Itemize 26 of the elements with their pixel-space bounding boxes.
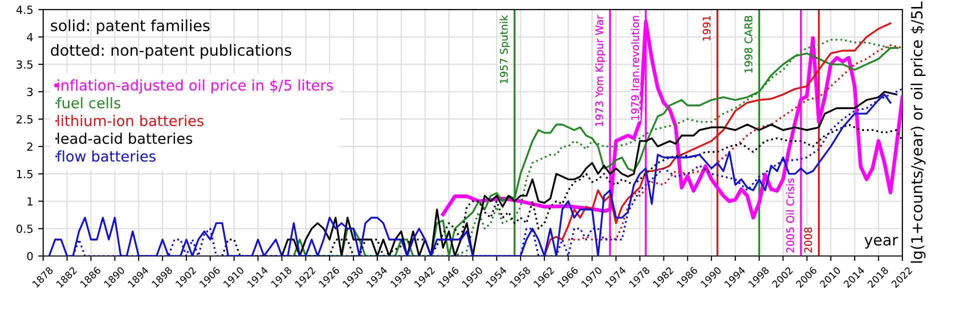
ref-line-label: 2008: [804, 227, 812, 252]
legend-label: inflation-adjusted oil price in $/5 liters: [58, 79, 333, 94]
ref-line-label: 2005 Oil Crisis: [786, 178, 794, 252]
y-tick-label: 0: [27, 252, 33, 260]
legend-label: lithium-ion batteries: [58, 114, 204, 126]
ref-line-label: 1957 Sputnik: [500, 15, 510, 84]
ref-line-label: 1979 Iran.revolution: [630, 16, 640, 120]
y-tick-label: 4: [26, 33, 33, 42]
x-axis-title: year: [864, 236, 898, 249]
ref-line-label: 1998 CARB: [744, 16, 752, 73]
y-tick-label: 4.5: [16, 6, 33, 14]
legend-label: lead-acid batteries: [58, 132, 192, 144]
ref-line-label: 1991: [702, 16, 711, 40]
y-tick-label: 0.5: [16, 224, 33, 233]
ref-line-label: 1973 Yom Kippur War: [595, 15, 606, 126]
legend-label: flow batteries: [56, 150, 156, 162]
y-tick-label: 1.5: [17, 170, 33, 178]
y-tick-label: 1: [28, 197, 32, 206]
y-tick-label: 3: [27, 88, 33, 96]
y-axis-title: lg(1+counts/year) or oil price $/5L: [910, 2, 926, 263]
annotation: dotted: non-patent publications: [50, 44, 292, 59]
annotation: solid: patent families: [50, 19, 210, 34]
legend-label: fuel cells: [56, 97, 120, 108]
y-tick-label: 3.5: [16, 60, 33, 69]
y-tick-label: 2: [27, 142, 32, 151]
y-tick-label: 2.5: [16, 115, 33, 124]
